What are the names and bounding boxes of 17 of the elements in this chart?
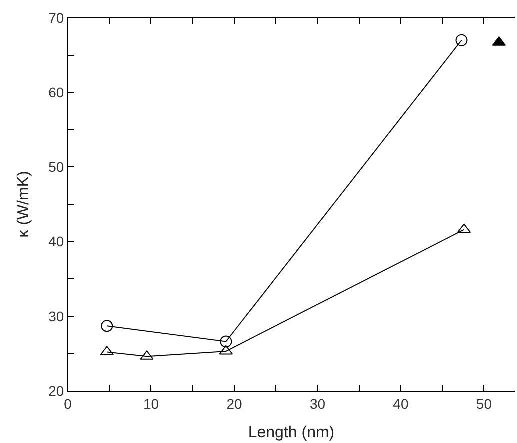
x-tick-label: 40: [393, 396, 409, 412]
point: [456, 34, 468, 46]
point: [220, 336, 232, 348]
x-tick-label: 20: [226, 396, 242, 412]
y-tick-label: 40: [48, 234, 64, 250]
y-tick-label: 70: [48, 10, 64, 26]
y-tick-label: 60: [48, 84, 64, 100]
x-tick-label: 30: [310, 396, 326, 412]
y-tick-label: 30: [48, 308, 64, 324]
y-tick-label: 50: [48, 159, 64, 176]
x-tick-label: 50: [476, 396, 492, 412]
y-axis-title: κ (W/mK): [16, 171, 33, 238]
x-axis-title: Length (nm): [248, 424, 335, 442]
point: [101, 320, 114, 332]
y-tick-label: 20: [48, 382, 64, 399]
x-tick-label: 10: [143, 396, 160, 412]
x-tick-label: 0: [64, 396, 72, 412]
